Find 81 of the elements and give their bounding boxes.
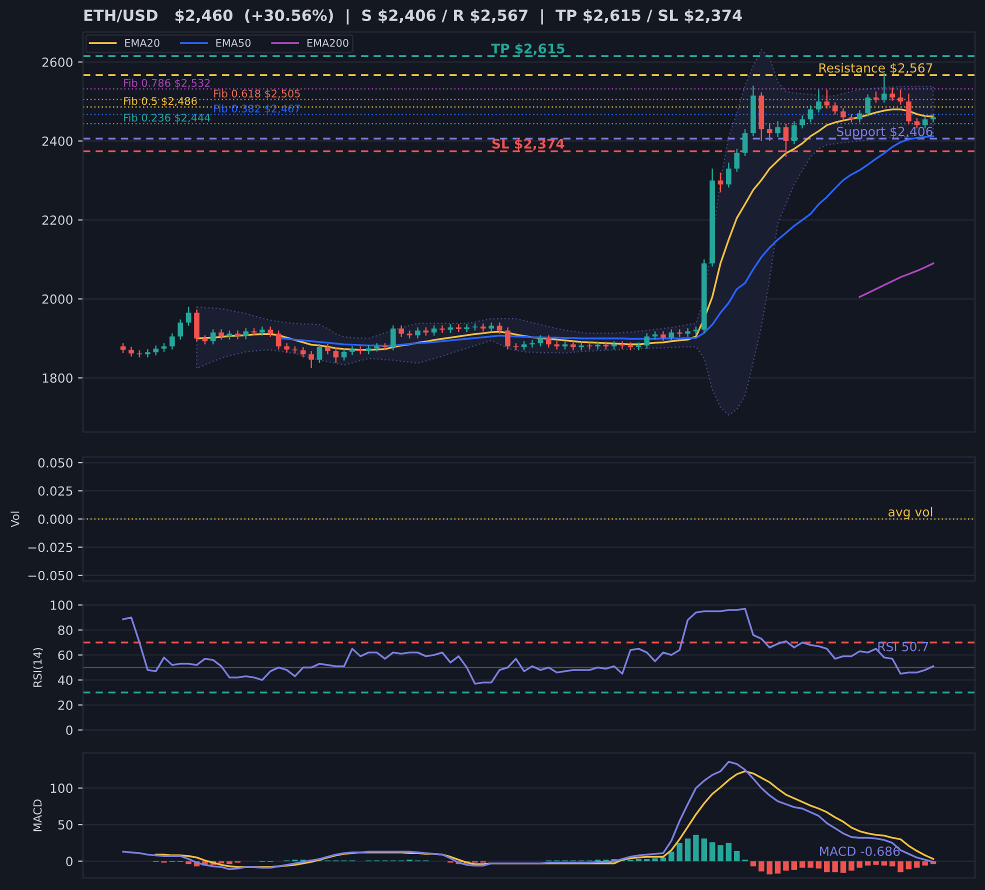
annotation: MACD -0.686: [820, 846, 900, 856]
candlestick: [153, 344, 158, 356]
bar: [881, 861, 888, 866]
bar: [799, 861, 806, 868]
bar: [791, 861, 798, 870]
bar: [906, 861, 912, 870]
bar: [684, 838, 691, 862]
bar: [914, 861, 920, 868]
y-tick-label: −0.025: [28, 542, 72, 552]
ref-line-label: Resistance $2,567: [819, 62, 932, 74]
bar: [758, 861, 764, 872]
ref-line-label: Fib 0.382 $2,467: [214, 104, 300, 114]
y-axis-title: RSI(14): [33, 648, 44, 687]
candlestick: [144, 348, 150, 358]
y-tick-label: 2400: [42, 136, 72, 146]
bar: [668, 852, 674, 862]
bar: [709, 842, 716, 862]
bar: [726, 842, 732, 862]
legend-label: EMA50: [216, 38, 251, 47]
ref-line-label: TP $2,615: [491, 43, 564, 56]
bar: [734, 850, 740, 862]
bar: [660, 858, 666, 862]
ref-line-label: Fib 0.786 $2,532: [124, 78, 210, 88]
y-tick-label: 0: [66, 725, 72, 735]
ref-line-label: Fib 0.618 $2,505: [214, 89, 300, 99]
bar: [898, 861, 904, 872]
chart-title: ETH/USD $2,460 (+30.56%) | S $2,406 / R $2,567 | TP $2,615 / SL $2,374: [84, 9, 742, 24]
ref-line-label: SL $2,374: [492, 138, 564, 150]
candlestick: [128, 346, 134, 358]
ref-line-label: avg vol: [888, 506, 932, 519]
candlestick: [120, 342, 126, 354]
y-tick-label: 0.025: [38, 486, 72, 496]
ref-line-label: Fib 0.5 $2,486: [124, 96, 197, 106]
bar: [766, 861, 772, 874]
bar: [718, 845, 724, 862]
bar: [864, 861, 871, 866]
line-series: [122, 608, 934, 685]
legend-label: EMA20: [125, 38, 160, 47]
bar: [652, 858, 658, 862]
bar: [693, 834, 699, 862]
y-tick-label: 2600: [42, 57, 72, 67]
y-axis-title: Vol: [10, 512, 20, 528]
y-tick-label: 0: [66, 856, 72, 866]
y-tick-label: 100: [50, 600, 72, 610]
ref-line-label: Fib 0.236 $2,444: [124, 114, 210, 123]
bar: [816, 861, 822, 868]
annotation: RSI 50.7: [878, 642, 928, 652]
y-tick-label: 80: [58, 625, 72, 635]
y-axis-title: MACD: [33, 800, 42, 832]
y-tick-label: 2200: [42, 215, 72, 225]
y-tick-label: 40: [58, 675, 72, 685]
bar: [873, 861, 879, 865]
y-tick-label: 0.050: [38, 458, 72, 468]
bar: [824, 861, 830, 872]
bar: [750, 861, 756, 866]
y-tick-label: −0.050: [28, 570, 72, 580]
bar: [186, 861, 192, 864]
y-tick-label: 1800: [42, 373, 72, 383]
y-tick-label: 0.000: [38, 514, 72, 524]
bar: [774, 861, 781, 874]
bar: [889, 861, 896, 866]
bar: [856, 861, 862, 868]
y-tick-label: 100: [50, 784, 72, 794]
bar: [226, 861, 232, 864]
bar: [848, 861, 854, 871]
y-tick-label: 60: [58, 650, 72, 660]
candlestick: [170, 332, 175, 350]
y-tick-label: 50: [58, 820, 72, 830]
bar: [783, 861, 789, 871]
candlestick: [178, 318, 184, 340]
bar: [922, 861, 928, 866]
legend-label: EMA200: [307, 38, 348, 47]
ref-line-label: Support $2,406: [836, 126, 932, 139]
bar: [840, 861, 846, 873]
bar: [676, 842, 682, 862]
bar: [701, 838, 707, 862]
bar: [832, 861, 838, 872]
y-tick-label: 20: [58, 700, 72, 710]
bar: [808, 861, 814, 868]
candlestick: [186, 306, 192, 326]
y-tick-label: 2000: [42, 294, 72, 304]
